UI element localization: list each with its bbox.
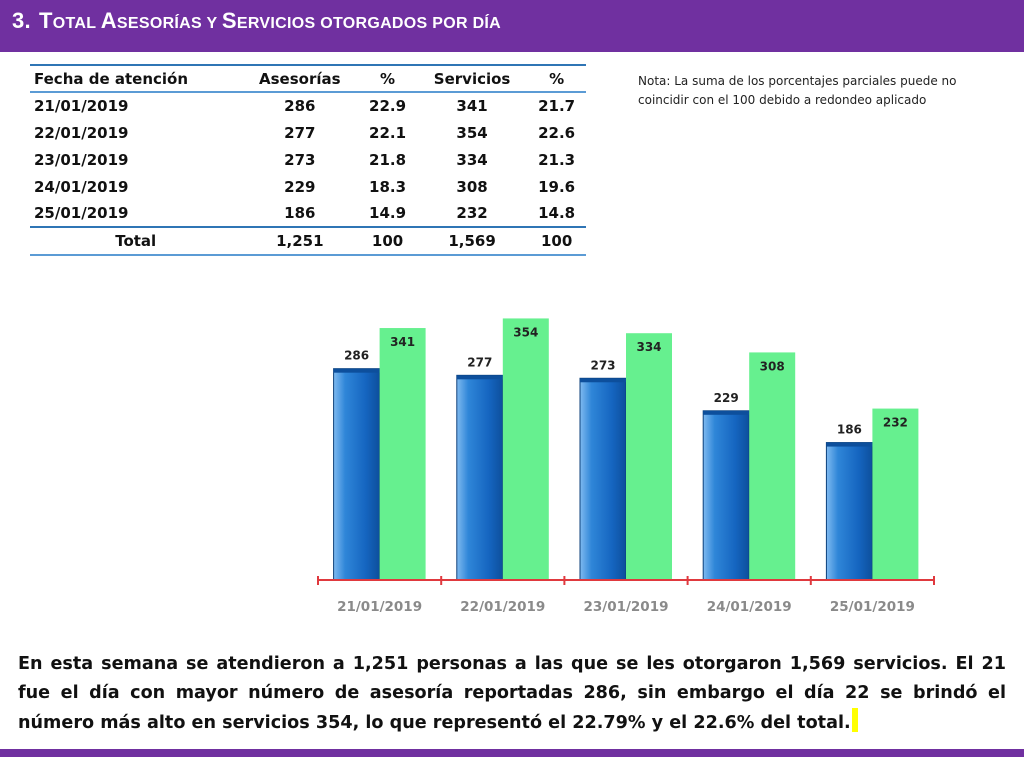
bottom-bar [0, 749, 1024, 757]
cell-fecha: 24/01/2019 [34, 177, 129, 196]
cell-fecha: 21/01/2019 [34, 97, 129, 115]
table-row: 24/01/2019 229 18.3 308 19.6 [30, 173, 586, 200]
bar-asesorias-cap [333, 368, 380, 373]
text-cursor-highlight [851, 708, 858, 732]
cell-pct-servicios: 22.6 [538, 123, 576, 142]
cell-pct-asesorias: 18.3 [369, 177, 407, 196]
table-row: 22/01/2019 277 22.1 354 22.6 [30, 119, 586, 146]
bar-asesorias [702, 410, 750, 581]
cell-servicios: 334 [456, 150, 488, 169]
cell-asesorias: 186 [284, 204, 316, 222]
cell-fecha: 22/01/2019 [34, 123, 129, 142]
data-label-asesorias: 277 [467, 355, 492, 369]
data-label-asesorias: 273 [590, 358, 615, 372]
rounding-note: Nota: La suma de los porcentajes parcial… [638, 74, 957, 107]
bar-servicios [379, 328, 426, 580]
table-row: 23/01/2019 273 21.8 334 21.3 [30, 146, 586, 173]
title-bar: 3. TOTAL ASESORÍAS Y SERVICIOS OTORGADOS … [0, 0, 1024, 52]
title-text: TOTAL ASESORÍAS Y SERVICIOS OTORGADOS PO… [39, 8, 501, 33]
cell-pct-servicios: 19.6 [538, 177, 576, 196]
cell-total-asesorias: 1,251 [276, 232, 324, 250]
data-label-asesorias: 286 [344, 349, 369, 363]
cell-servicios: 232 [456, 204, 488, 222]
table-header-row: Fecha de atención Asesorías % Servicios … [30, 65, 586, 92]
bar-servicios [502, 318, 549, 580]
title-part: T [38, 8, 53, 33]
col-header-servicios: Servicios [433, 69, 511, 88]
cell-asesorias: 273 [284, 150, 316, 169]
x-tick-label: 22/01/2019 [460, 599, 545, 615]
data-label-servicios: 334 [636, 340, 661, 354]
cell-total-label: Total [115, 232, 157, 250]
cell-total-pct-servicios: 100 [540, 232, 573, 250]
data-label-servicios: 232 [883, 416, 908, 430]
title-part: S [221, 8, 237, 33]
cell-total-servicios: 1,569 [448, 232, 496, 250]
col-header-fecha: Fecha de atención [34, 69, 189, 88]
bar-asesorias-cap [826, 442, 873, 447]
summary-text: En esta semana se atendieron a 1,251 per… [18, 654, 1006, 733]
cell-pct-servicios: 21.7 [538, 97, 576, 115]
bar-asesorias [456, 374, 504, 581]
cell-servicios: 341 [456, 97, 488, 115]
cell-servicios: 308 [456, 177, 488, 196]
cell-asesorias: 277 [284, 123, 316, 142]
bar-servicios [626, 333, 672, 580]
bar-asesorias-cap [580, 378, 626, 383]
x-tick-label: 24/01/2019 [707, 599, 792, 615]
col-header-pct-servicios: % [549, 69, 565, 88]
bar-servicios [872, 408, 919, 580]
title-part: OTAL [52, 15, 101, 32]
col-header-pct-asesorias: % [380, 69, 396, 88]
cell-pct-servicios: 14.8 [538, 204, 576, 222]
bar-asesorias-cap [703, 410, 750, 415]
bar-asesorias [333, 368, 381, 581]
cell-asesorias: 229 [284, 177, 316, 196]
cell-pct-asesorias: 21.8 [369, 150, 407, 169]
slide-title: 3. TOTAL ASESORÍAS Y SERVICIOS OTORGADOS … [12, 8, 501, 34]
data-label-servicios: 308 [760, 359, 785, 373]
bar-asesorias [579, 377, 627, 581]
cell-fecha: 25/01/2019 [34, 204, 129, 222]
cell-asesorias: 286 [284, 97, 316, 115]
col-header-asesorias: Asesorías [259, 69, 341, 88]
bar-asesorias [825, 442, 873, 581]
x-tick-label: 21/01/2019 [337, 599, 422, 615]
cell-pct-asesorias: 22.9 [369, 97, 407, 115]
cell-fecha: 23/01/2019 [34, 150, 129, 169]
bar-asesorias-cap [456, 375, 503, 380]
data-label-servicios: 354 [513, 325, 538, 339]
data-label-asesorias: 186 [837, 423, 862, 437]
cell-pct-asesorias: 14.9 [369, 204, 407, 222]
data-label-asesorias: 229 [714, 391, 739, 405]
cell-pct-asesorias: 22.1 [369, 123, 407, 142]
x-tick-label: 25/01/2019 [830, 599, 915, 615]
x-tick-label: 23/01/2019 [583, 599, 668, 615]
data-label-servicios: 341 [390, 335, 415, 349]
title-part: ERVICIOS OTORGADOS POR DÍA [236, 15, 502, 32]
bar-servicios [749, 352, 796, 580]
title-part: SESORÍAS Y [116, 15, 222, 32]
title-number: 3. [12, 8, 31, 33]
bar-chart: 286 341 21/01/2019 277 354 22/01/2019 273 334 23… [317, 318, 935, 615]
data-table: Fecha de atención Asesorías % Servicios … [30, 64, 586, 256]
summary-paragraph: En esta semana se atendieron a 1,251 per… [18, 650, 1006, 738]
table-row: 21/01/2019 286 22.9 341 21.7 [30, 92, 586, 119]
table-total-row: Total 1,251 100 1,569 100 [30, 227, 586, 255]
cell-pct-servicios: 21.3 [538, 150, 576, 169]
cell-servicios: 354 [456, 123, 488, 142]
cell-total-pct-asesorias: 100 [371, 232, 404, 250]
table-row: 25/01/2019 186 14.9 232 14.8 [30, 200, 586, 227]
title-part: A [100, 8, 117, 33]
